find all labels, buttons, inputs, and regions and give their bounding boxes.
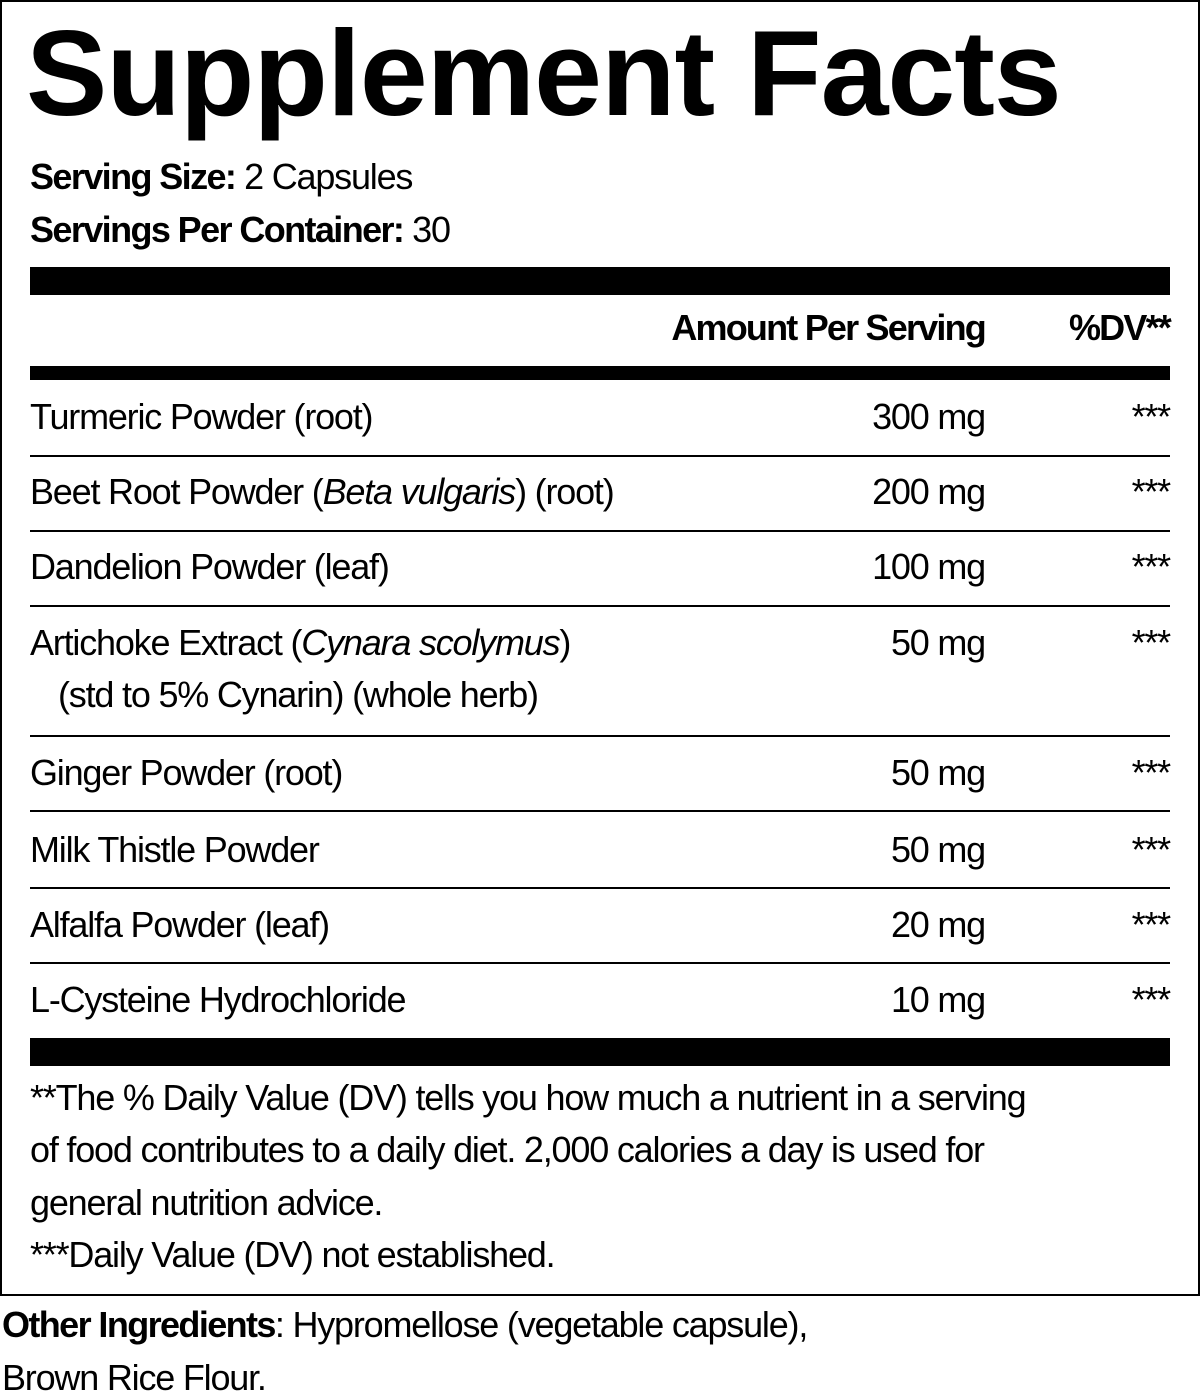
ingredient-amount: 50 mg: [890, 622, 986, 663]
ingredient-amount: 200 mg: [872, 471, 986, 512]
amount-header: Amount Per Serving: [671, 307, 986, 348]
thick-divider: [30, 1038, 1170, 1066]
dv-header: %DV**: [1068, 307, 1172, 348]
ingredient-amount: 10 mg: [890, 979, 986, 1020]
ingredient-name: Turmeric Powder (root): [30, 396, 374, 437]
ingredient-name: L-Cysteine Hydrochloride: [30, 979, 407, 1020]
other-ingredients: Other Ingredients: Hypromellose (vegetab…: [2, 1304, 808, 1345]
row-divider: [30, 530, 1170, 532]
row-divider: [30, 962, 1170, 964]
row-divider: [30, 605, 1170, 607]
ingredient-amount: 20 mg: [890, 904, 986, 945]
ingredient-name: Dandelion Powder (leaf): [30, 546, 390, 587]
serving-size: Serving Size: 2 Capsules: [30, 156, 413, 197]
other-ingredients-cont: Brown Rice Flour.: [2, 1357, 267, 1398]
servings-per-container: Servings Per Container: 30: [30, 209, 451, 250]
thick-divider: [30, 267, 1170, 295]
supplement-facts-panel: [0, 0, 1200, 1296]
row-divider: [30, 735, 1170, 737]
ingredient-dv: ***: [1131, 471, 1172, 512]
footnote-line: ***Daily Value (DV) not established.: [30, 1234, 556, 1275]
ingredient-name: Artichoke Extract (Cynara scolymus): [30, 622, 571, 663]
ingredient-dv: ***: [1131, 829, 1172, 870]
ingredient-name: Beet Root Powder (Beta vulgaris) (root): [30, 471, 615, 512]
ingredient-amount: 50 mg: [890, 752, 986, 793]
ingredient-name: Milk Thistle Powder: [30, 829, 320, 870]
row-divider: [30, 455, 1170, 457]
ingredient-name: Ginger Powder (root): [30, 752, 343, 793]
panel-title: Supplement Facts: [26, 5, 1062, 141]
ingredient-amount: 50 mg: [890, 829, 986, 870]
medium-divider: [30, 366, 1170, 380]
ingredient-dv: ***: [1131, 752, 1172, 793]
row-divider: [30, 810, 1170, 812]
ingredient-dv: ***: [1131, 979, 1172, 1020]
ingredient-dv: ***: [1131, 546, 1172, 587]
footnote-line: of food contributes to a daily diet. 2,0…: [30, 1129, 985, 1170]
ingredient-dv: ***: [1131, 396, 1172, 437]
row-divider: [30, 887, 1170, 889]
footnote-line: general nutrition advice.: [30, 1182, 383, 1223]
ingredient-name: Alfalfa Powder (leaf): [30, 904, 330, 945]
ingredient-dv: ***: [1131, 622, 1172, 663]
ingredient-dv: ***: [1131, 904, 1172, 945]
footnote-line: **The % Daily Value (DV) tells you how m…: [30, 1077, 1027, 1118]
ingredient-amount: 100 mg: [872, 546, 986, 587]
ingredient-detail: (std to 5% Cynarin) (whole herb): [58, 674, 539, 715]
ingredient-amount: 300 mg: [872, 396, 986, 437]
